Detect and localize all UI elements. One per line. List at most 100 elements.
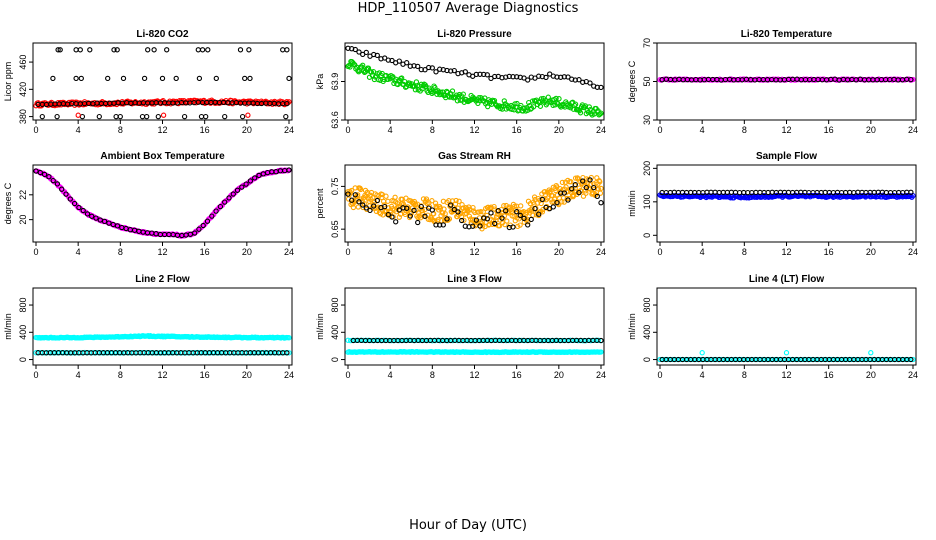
- data-point: [698, 356, 704, 363]
- data-point: [286, 75, 292, 82]
- x-tick-label: 12: [157, 370, 167, 380]
- y-tick-label: 0.75: [330, 178, 340, 196]
- data-point: [492, 73, 498, 80]
- data-points: [657, 350, 916, 363]
- data-point: [576, 77, 582, 83]
- data-point: [558, 74, 564, 80]
- data-point: [598, 200, 604, 206]
- data-point: [407, 213, 413, 219]
- data-point: [217, 203, 224, 210]
- x-tick-label: 16: [200, 247, 210, 257]
- data-point: [54, 113, 60, 120]
- y-axis-label: Licor ppm: [3, 62, 13, 102]
- x-tick-label: 0: [657, 370, 662, 380]
- x-tick-label: 16: [824, 247, 834, 257]
- data-point: [910, 76, 916, 83]
- data-point: [429, 65, 435, 71]
- panel-3: Ambient Box Temperature 0 4 8 12 16 20 24 20 22 de…: [3, 151, 294, 257]
- x-tick-label: 12: [781, 370, 791, 380]
- data-point: [556, 96, 562, 102]
- data-point: [173, 75, 179, 82]
- data-point: [449, 88, 456, 94]
- data-point: [360, 202, 366, 208]
- y-axis-label: percent: [315, 188, 325, 219]
- x-tick-label: 4: [76, 125, 81, 135]
- data-point: [237, 47, 244, 53]
- data-point: [355, 192, 361, 198]
- data-point: [242, 75, 248, 82]
- data-point: [462, 69, 468, 75]
- data-point: [196, 75, 203, 82]
- data-point: [598, 349, 604, 355]
- data-point: [54, 181, 61, 187]
- y-axis-label: kPa: [315, 74, 325, 90]
- data-point: [429, 198, 435, 204]
- x-tick-label: 12: [469, 247, 479, 257]
- x-tick-label: 20: [866, 125, 876, 135]
- data-point: [598, 185, 604, 192]
- x-tick-label: 0: [345, 125, 350, 135]
- data-point: [767, 356, 773, 363]
- data-point: [580, 178, 586, 184]
- data-point: [114, 223, 121, 229]
- data-point: [411, 207, 417, 214]
- data-point: [572, 175, 579, 181]
- data-point: [492, 220, 498, 227]
- page-title: HDP_110507 Average Diagnostics: [357, 1, 579, 16]
- data-point: [563, 184, 569, 190]
- panel-2: Li-820 Temperature 0 4 8 12 16 20 24 30 50 70 degre…: [627, 29, 918, 135]
- data-point: [120, 75, 127, 82]
- y-tick-label: 400: [642, 325, 652, 340]
- x-tick-label: 4: [388, 370, 393, 380]
- data-point: [75, 112, 81, 118]
- data-point: [205, 47, 211, 53]
- data-points: [33, 47, 292, 120]
- data-point: [426, 64, 432, 71]
- data-point: [908, 356, 914, 363]
- data-point: [374, 197, 380, 204]
- data-point: [204, 218, 211, 224]
- data-point: [77, 47, 83, 53]
- data-point: [192, 230, 198, 236]
- data-point: [113, 113, 119, 120]
- panel-8: Line 4 (LT) Flow 0 4 8 12 16 20 24 0 400 800 ml/min: [627, 274, 918, 380]
- data-points: [657, 189, 916, 201]
- panel-title: Li-820 CO2: [136, 29, 189, 40]
- data-point: [849, 356, 855, 363]
- data-point: [139, 113, 146, 120]
- x-tick-label: 4: [76, 247, 81, 257]
- data-point: [412, 87, 419, 93]
- data-point: [213, 75, 219, 82]
- x-tick-label: 20: [242, 125, 252, 135]
- data-point: [576, 189, 582, 196]
- x-tick-label: 0: [657, 247, 662, 257]
- data-point: [514, 100, 520, 107]
- data-point: [349, 197, 355, 203]
- x-tick-label: 24: [908, 125, 918, 135]
- data-point: [370, 195, 376, 201]
- data-point: [553, 95, 559, 102]
- data-point: [96, 113, 102, 120]
- data-point: [539, 337, 545, 344]
- data-point: [373, 208, 380, 215]
- data-point: [739, 356, 745, 363]
- data-point: [50, 75, 56, 82]
- x-tick-label: 16: [512, 370, 522, 380]
- data-point: [114, 47, 120, 53]
- data-point: [484, 212, 490, 219]
- data-point: [360, 337, 366, 344]
- data-point: [478, 337, 484, 344]
- data-point: [586, 104, 592, 110]
- data-point: [73, 75, 79, 82]
- data-point: [470, 223, 476, 229]
- data-point: [283, 113, 289, 120]
- data-point: [554, 199, 560, 206]
- data-point: [389, 214, 395, 220]
- data-point: [144, 113, 150, 120]
- panel-title: Gas Stream RH: [438, 151, 511, 162]
- data-point: [677, 356, 684, 363]
- data-point: [597, 111, 603, 117]
- x-tick-label: 0: [345, 370, 350, 380]
- panel-7: Line 3 Flow 0 4 8 12 16 20 24 0 400 800 ml/min: [315, 274, 606, 380]
